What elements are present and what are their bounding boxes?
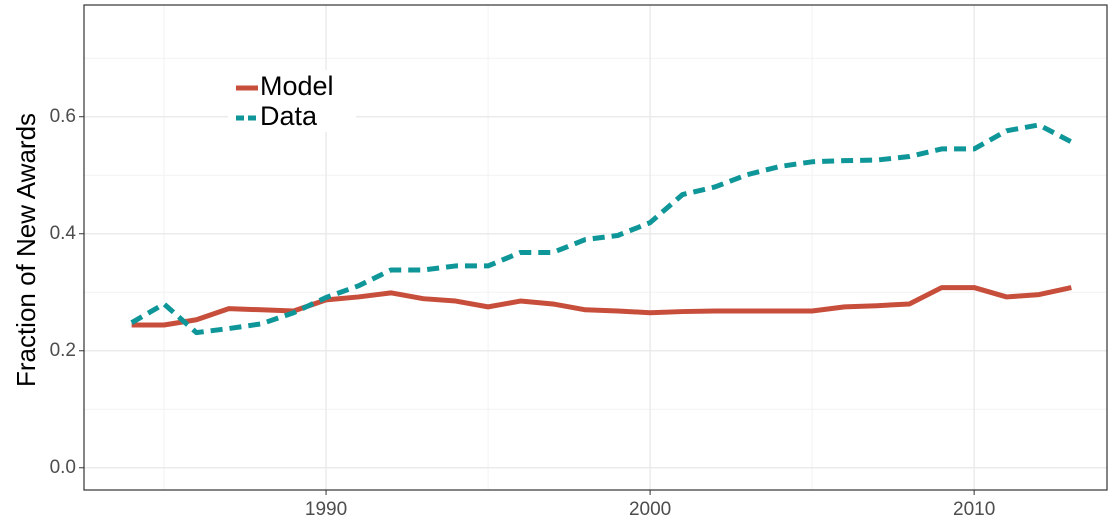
line-series bbox=[130, 122, 1073, 336]
legend-label: Model bbox=[260, 71, 334, 101]
legend-label: Data bbox=[260, 101, 318, 131]
x-tick-label: 2010 bbox=[953, 499, 995, 520]
y-tick-label: 0.4 bbox=[50, 223, 77, 244]
y-axis-label: Fraction of New Awards bbox=[11, 113, 41, 387]
legend-background bbox=[228, 70, 356, 132]
y-tick-label: 0.2 bbox=[50, 340, 76, 361]
plot-border bbox=[83, 4, 1108, 491]
y-tick-label: 0.0 bbox=[50, 457, 76, 478]
y-tick-label: 0.6 bbox=[50, 106, 76, 127]
line-series bbox=[131, 285, 1072, 328]
x-tick-label: 2000 bbox=[629, 499, 671, 520]
x-tick-label: 1990 bbox=[305, 499, 347, 520]
